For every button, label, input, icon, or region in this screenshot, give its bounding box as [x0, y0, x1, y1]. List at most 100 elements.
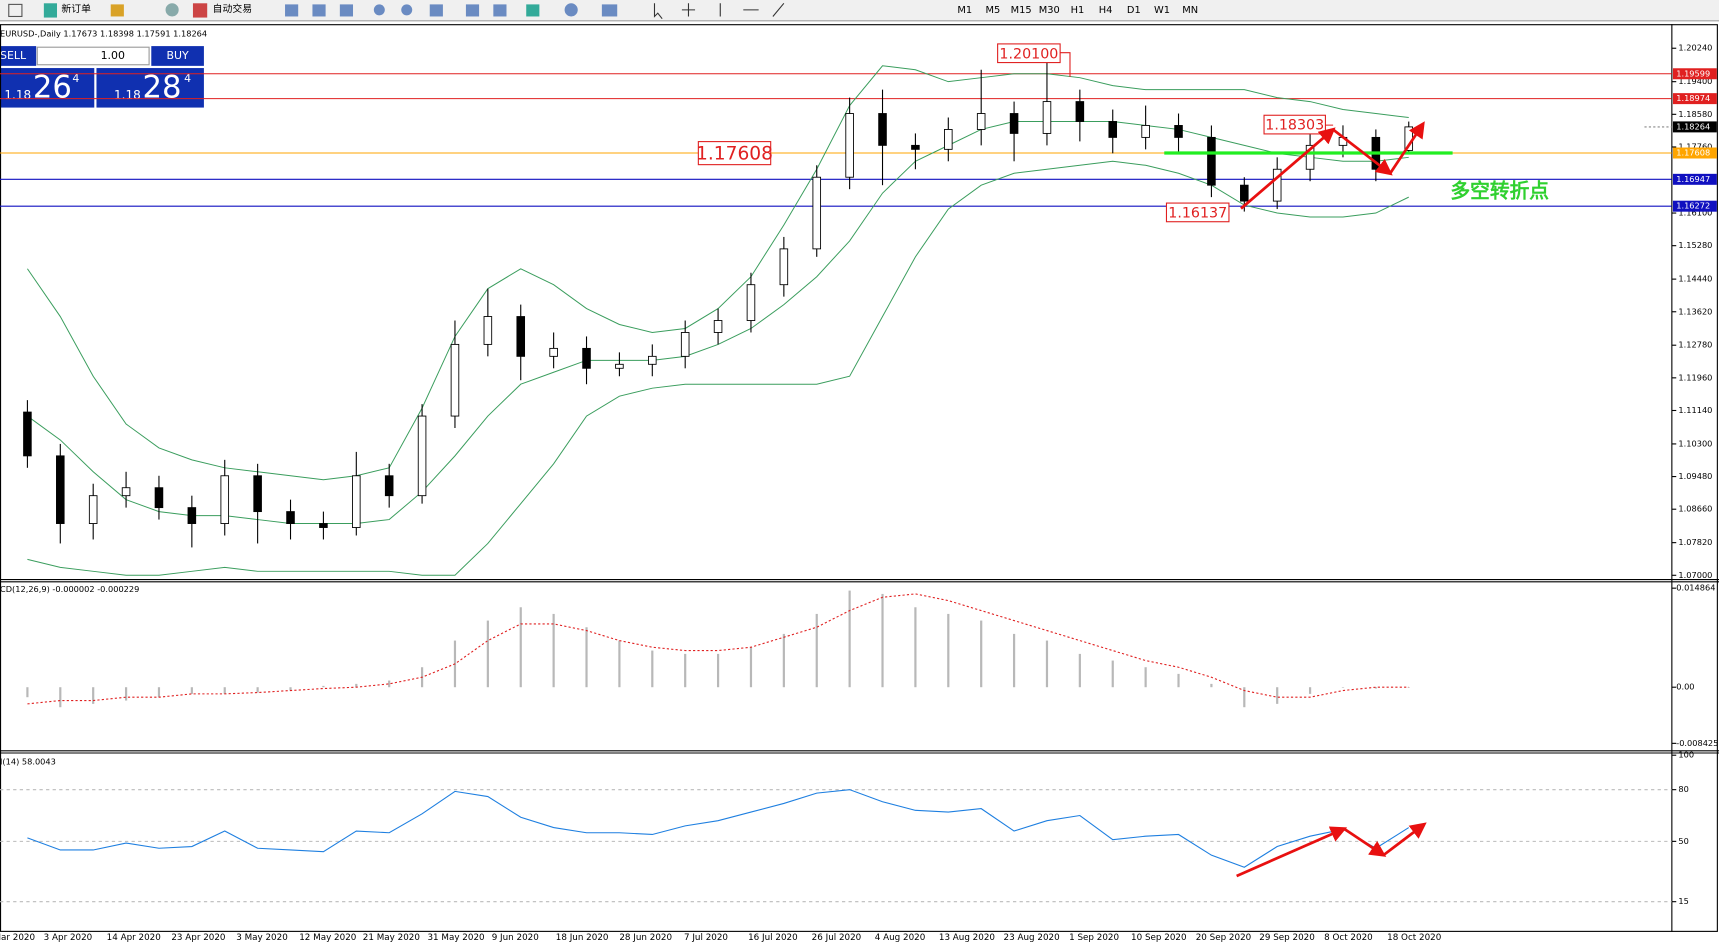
auto-trade[interactable]: 自动交易 — [213, 2, 252, 15]
macd-bar — [355, 683, 358, 688]
y-tick-label: 1.09480 — [1678, 471, 1712, 481]
y-tick-label: 80 — [1678, 784, 1688, 794]
sell-big: 26 — [33, 69, 72, 105]
timeframe[interactable]: MN — [1182, 5, 1198, 16]
buy-button[interactable] — [151, 46, 204, 66]
timeframe[interactable]: M1 — [957, 5, 972, 16]
panel-title: CD(12,26,9) -0.000002 -0.000229 — [0, 584, 139, 594]
new-order[interactable]: 新订单 — [61, 2, 91, 15]
macd-bar — [749, 647, 753, 688]
sell-label[interactable]: SELL — [0, 49, 27, 62]
x-tick-label: 10 Sep 2020 — [1131, 933, 1187, 943]
macd-bar — [914, 607, 917, 688]
timeframe[interactable]: D1 — [1127, 5, 1141, 16]
candle-body — [417, 415, 427, 497]
candle-body — [648, 355, 657, 365]
sell-prefix: 1.18 — [4, 88, 31, 102]
lot-field[interactable] — [36, 46, 150, 66]
candle-body — [845, 113, 854, 178]
x-tick-label: Mar 2020 — [0, 933, 35, 943]
arrow — [1240, 127, 1336, 210]
timeframe[interactable]: H1 — [1071, 5, 1085, 16]
level-tag — [1672, 121, 1717, 133]
level-tag-label: 1.18264 — [1676, 121, 1710, 131]
candle-body — [1305, 144, 1315, 170]
x-tick-label: 23 Aug 2020 — [1004, 933, 1060, 943]
macd-bar — [322, 685, 325, 688]
x-tick-label: 12 May 2020 — [299, 933, 356, 943]
timeframe[interactable]: M30 — [1039, 5, 1060, 16]
macd-bar — [1177, 673, 1180, 688]
timeframe[interactable]: M5 — [986, 5, 1001, 16]
macd-bar — [289, 687, 292, 691]
y-tick-label: -0.008425 — [1676, 738, 1718, 748]
macd-bar — [256, 687, 259, 693]
arrow — [1388, 121, 1425, 175]
macd-bar — [486, 620, 489, 688]
arrow — [1236, 826, 1348, 878]
lot-value[interactable]: 1.00 — [101, 49, 125, 62]
level-tag — [1672, 93, 1717, 105]
x-tick-label: 1 Sep 2020 — [1069, 933, 1119, 943]
toolbar-icons — [8, 2, 785, 20]
x-tick-label: 7 Jul 2020 — [684, 933, 728, 943]
macd-bar — [26, 687, 29, 698]
macd-bar — [92, 687, 95, 704]
x-tick-label: 21 May 2020 — [363, 933, 420, 943]
macd-bar — [684, 653, 687, 688]
arrow — [1332, 128, 1393, 176]
buy-sup: 4 — [184, 72, 191, 85]
candle-body — [680, 332, 690, 357]
candle-body — [976, 113, 986, 130]
panel-title: EURUSD-,Daily 1.17673 1.18398 1.17591 1.… — [0, 29, 207, 39]
level-tag-label: 1.18974 — [1676, 93, 1710, 103]
macd-bar — [519, 607, 522, 688]
buy-big: 28 — [143, 69, 182, 105]
candle-body — [516, 316, 526, 357]
timeframe[interactable]: M15 — [1011, 5, 1032, 16]
candle-body — [352, 475, 361, 528]
level-tag — [1672, 68, 1717, 80]
timeframe[interactable]: W1 — [1154, 5, 1170, 16]
buy-label[interactable]: BUY — [166, 49, 189, 62]
y-tick-label: 0.014864 — [1676, 583, 1715, 593]
macd-bar — [1341, 687, 1345, 688]
sell-price[interactable] — [0, 68, 95, 108]
y-tick-label: 50 — [1678, 836, 1688, 846]
y-tick-label: 1.15280 — [1678, 240, 1712, 250]
candle-body — [746, 284, 756, 321]
macd-bar — [1078, 653, 1081, 688]
macd-bar — [59, 687, 62, 708]
x-tick-label: 23 Apr 2020 — [171, 933, 225, 943]
chart-frame — [0, 24, 1718, 932]
candle-body — [812, 176, 822, 250]
level-tag — [1672, 200, 1717, 212]
candle-body — [779, 248, 789, 286]
timeframe[interactable]: H4 — [1099, 5, 1113, 16]
candle-body — [253, 475, 262, 513]
x-tick-label: 14 Apr 2020 — [107, 933, 161, 943]
y-tick-label: 1.18580 — [1678, 109, 1712, 119]
candle-body — [286, 511, 295, 524]
annotation: 多空转折点 — [1450, 180, 1549, 203]
macd-bar — [190, 687, 193, 694]
candle-body — [1108, 121, 1118, 138]
candle-body — [615, 363, 624, 369]
y-tick-label: 1.12780 — [1678, 340, 1712, 350]
x-tick-label: 8 Oct 2020 — [1324, 933, 1373, 943]
x-tick-label: 9 Jun 2020 — [492, 933, 539, 943]
candle-body — [121, 487, 131, 497]
candle-body — [1075, 101, 1085, 122]
candle-body — [23, 411, 32, 457]
x-tick-label: 31 May 2020 — [427, 933, 484, 943]
macd-bar — [1276, 687, 1279, 704]
macd-bar — [1374, 687, 1377, 689]
sell-sup: 4 — [72, 72, 79, 85]
candle-body — [1042, 101, 1052, 134]
candle-body — [911, 144, 920, 150]
candle-body — [944, 129, 953, 150]
buy-price[interactable] — [96, 68, 204, 108]
sell-button[interactable] — [0, 46, 37, 66]
y-tick-label: 1.19400 — [1678, 76, 1712, 86]
